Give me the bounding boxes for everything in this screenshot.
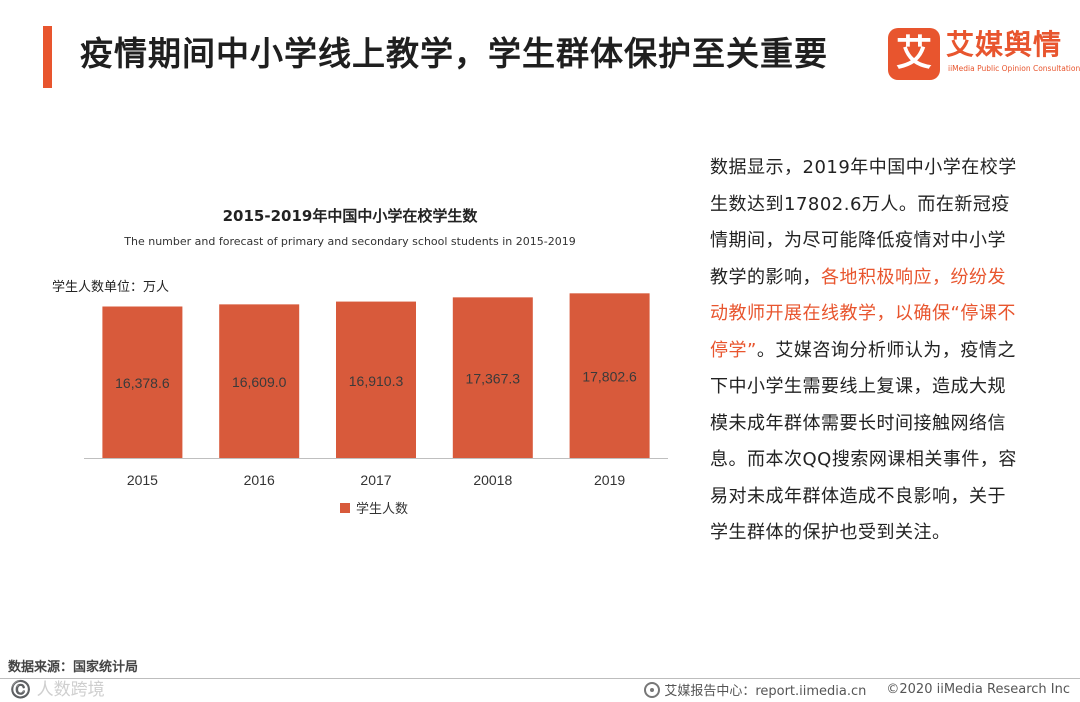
article-part-1: 数据显示，2019年中国中小学在校学生数达到17802.6万人。而在新冠疫情期间… <box>710 157 1017 288</box>
x-tick-20018: 20018 <box>473 472 512 488</box>
data-label-2019: 17,802.6 <box>582 369 637 385</box>
bar-2015 <box>102 306 183 458</box>
x-tick-2019: 2019 <box>594 472 625 488</box>
footer-divider <box>0 678 1080 679</box>
watermark: ©️ 人数跨境 <box>10 680 105 700</box>
page-title: 疫情期间中小学线上教学，学生群体保护至关重要 <box>80 34 828 73</box>
x-tick-2016: 2016 <box>244 472 275 488</box>
bar-2017 <box>336 301 416 458</box>
chart-subtitle: The number and forecast of primary and s… <box>124 235 576 248</box>
chart-title: 2015-2019年中国中小学在校学生数 <box>222 207 478 225</box>
logo-mark: 艾 <box>888 28 940 80</box>
logo-name-cn: 艾媒舆情 <box>946 28 1063 61</box>
bar-20018 <box>452 297 533 458</box>
logo-name-en: iiMedia Public Opinion Consultation <box>948 64 1080 73</box>
report-center-icon <box>644 681 661 698</box>
footer-copyright: ©2020 iiMedia Research Inc <box>886 682 1070 697</box>
data-source: 数据来源：国家统计局 <box>8 660 139 675</box>
data-label-2016: 16,609.0 <box>232 374 287 390</box>
title-accent-bar <box>43 26 52 88</box>
article-part-2: 。艾媒咨询分析师认为，疫情之下中小学生需要线上复课，造成大规模未成年群体需要长时… <box>710 339 1017 544</box>
article-highlight: 各地积极响应，纷纷发动教师开展在线教学，以确保“停课不停学” <box>710 266 1016 361</box>
chart-unit-label: 学生人数单位：万人 <box>52 280 170 295</box>
legend-label: 学生人数 <box>356 502 409 517</box>
data-label-2017: 16,910.3 <box>349 373 404 389</box>
brand-logo: 艾 艾媒舆情 iiMedia Public Opinion Consultati… <box>888 26 1080 82</box>
bar-2019 <box>569 293 650 458</box>
footer-report-center: 艾媒报告中心：report.iimedia.cn <box>664 684 867 699</box>
article-text: 数据显示，2019年中国中小学在校学生数达到17802.6万人。而在新冠疫情期间… <box>710 150 1020 552</box>
bar-chart: 16,378.6 2015 16,609.0 2016 16,910.3 2017 17,3… <box>84 293 668 488</box>
chart-legend: 学生人数 <box>340 498 408 517</box>
x-tick-2015: 2015 <box>127 472 158 488</box>
legend-swatch <box>340 502 350 513</box>
data-label-2015: 16,378.6 <box>115 375 170 391</box>
data-label-20018: 17,367.3 <box>466 371 521 387</box>
x-tick-2017: 2017 <box>360 472 391 488</box>
bar-2016 <box>219 304 300 458</box>
footer: 艾媒报告中心：report.iimedia.cn ©2020 iiMedia R… <box>644 680 1070 699</box>
